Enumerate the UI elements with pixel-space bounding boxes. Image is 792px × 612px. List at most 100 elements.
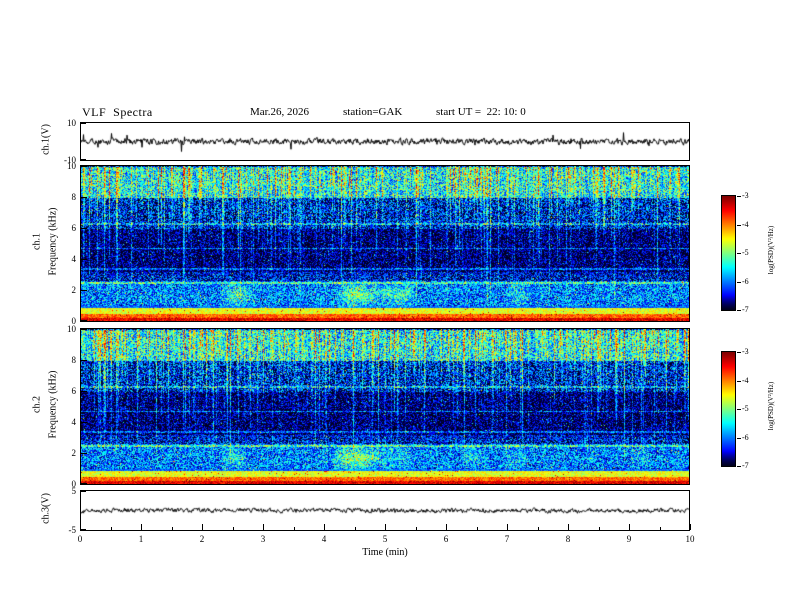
y-tick-label: 8 <box>71 355 77 365</box>
x-tick-label: 10 <box>685 534 695 544</box>
y-tick-mark <box>81 329 87 330</box>
y-tick-label: 10 <box>67 324 76 334</box>
ch1-spectrogram-panel <box>80 165 690 322</box>
start-ut-label: start UT = 22: 10: 0 <box>436 106 526 118</box>
colorbar-tick-label: -7 <box>742 461 749 470</box>
x-minor-tick-mark <box>354 527 356 530</box>
x-tick-label: 9 <box>626 534 632 544</box>
y-tick-mark <box>81 391 87 392</box>
x-minor-tick-mark <box>598 527 600 530</box>
ch2-spectrogram-panel <box>80 328 690 485</box>
x-minor-tick-mark <box>415 527 417 530</box>
y-tick-mark <box>81 320 87 321</box>
x-tick-label: 8 <box>565 534 571 544</box>
x-tick-mark <box>263 524 264 530</box>
x-tick-mark <box>568 524 569 530</box>
y-tick-label: 0 <box>71 316 77 326</box>
time-axis-label: Time (min) <box>362 547 408 558</box>
x-tick-mark <box>141 524 142 530</box>
y-tick-mark <box>81 529 86 530</box>
y-tick-label: 8 <box>71 192 77 202</box>
y-tick-mark <box>81 123 86 124</box>
x-minor-tick-mark <box>659 527 661 530</box>
x-tick-label: 4 <box>321 534 327 544</box>
colorbar-tick-mark <box>737 224 741 226</box>
figure-title: VLF Spectra <box>82 105 153 119</box>
ch1-waveform-canvas <box>81 123 689 160</box>
y-tick-label: -10 <box>64 155 76 165</box>
y-tick-mark <box>81 159 86 160</box>
y-tick-mark <box>81 360 87 361</box>
x-minor-tick-mark <box>293 527 295 530</box>
x-tick-mark <box>80 524 81 530</box>
colorbar-tick-label: -5 <box>742 404 749 413</box>
y-tick-label: -5 <box>68 525 77 535</box>
y-tick-mark <box>81 483 87 484</box>
x-tick-mark <box>324 524 325 530</box>
y-tick-label: 6 <box>71 223 77 233</box>
colorbar-tick-label: -6 <box>742 432 749 442</box>
colorbar-tick-mark <box>737 380 741 382</box>
ch3-voltage-ylabel: ch.3(V) <box>40 493 52 524</box>
y-tick-mark <box>81 290 87 291</box>
x-tick-mark <box>690 524 691 530</box>
x-tick-label: 1 <box>138 534 144 544</box>
x-tick-mark <box>446 524 447 530</box>
x-tick-mark <box>385 524 386 530</box>
x-minor-tick-mark <box>476 527 478 530</box>
colorbar-ch2-label: log(PSD)(V²/Hz) <box>767 381 775 431</box>
y-tick-label: 2 <box>71 285 77 295</box>
colorbar-tick-label: -5 <box>742 248 749 257</box>
x-tick-label: 6 <box>443 534 449 544</box>
colorbar-tick-mark <box>737 466 741 467</box>
y-tick-label: 6 <box>71 386 77 396</box>
colorbar-tick-label: -4 <box>742 375 749 385</box>
y-tick-mark <box>81 491 86 492</box>
station-label: station=GAK <box>343 106 403 118</box>
x-minor-tick-mark <box>171 527 173 530</box>
y-tick-mark <box>81 422 87 423</box>
ch1-spectrogram-canvas <box>81 166 689 321</box>
x-tick-label: 2 <box>199 534 205 544</box>
y-tick-mark <box>81 228 87 229</box>
x-tick-label: 0 <box>77 534 83 544</box>
y-tick-label: 5 <box>71 486 77 496</box>
colorbar-tick-label: -6 <box>742 276 749 286</box>
colorbar-ch1 <box>721 195 736 311</box>
colorbar-ch2 <box>721 351 736 467</box>
x-tick-mark <box>507 524 508 530</box>
y-tick-mark <box>81 197 87 198</box>
colorbar-tick-mark <box>737 281 741 283</box>
colorbar-tick-label: -3 <box>742 347 749 356</box>
colorbar-tick-mark <box>737 437 741 439</box>
ch1-channel-label: ch.1 <box>31 233 43 250</box>
y-tick-label: 4 <box>71 417 77 427</box>
y-tick-label: 2 <box>71 448 77 458</box>
colorbar-tick-mark <box>737 253 741 254</box>
y-tick-label: 4 <box>71 254 77 264</box>
colorbar-tick-mark <box>737 196 741 197</box>
colorbar-ch1-label: log(PSD)(V²/Hz) <box>767 225 775 275</box>
y-tick-mark <box>81 259 87 260</box>
colorbar-tick-label: -7 <box>742 305 749 314</box>
x-minor-tick-mark <box>110 527 112 530</box>
x-tick-label: 5 <box>382 534 388 544</box>
colorbar-ch1-gradient <box>722 196 735 310</box>
y-tick-label: 10 <box>67 161 76 171</box>
y-tick-mark <box>81 453 87 454</box>
ch1-waveform-panel <box>80 122 690 161</box>
x-minor-tick-mark <box>232 527 234 530</box>
y-tick-label: 0 <box>71 479 77 489</box>
colorbar-tick-mark <box>737 352 741 353</box>
x-minor-tick-mark <box>537 527 539 530</box>
y-tick-mark <box>81 166 87 167</box>
x-tick-mark <box>202 524 203 530</box>
colorbar-tick-label: -4 <box>742 219 749 229</box>
x-tick-mark <box>629 524 630 530</box>
colorbar-tick-mark <box>737 409 741 410</box>
colorbar-tick-mark <box>737 310 741 311</box>
figure-date: Mar.26, 2026 <box>250 106 309 118</box>
ch3-waveform-canvas <box>81 491 689 530</box>
y-tick-label: 10 <box>67 118 76 128</box>
